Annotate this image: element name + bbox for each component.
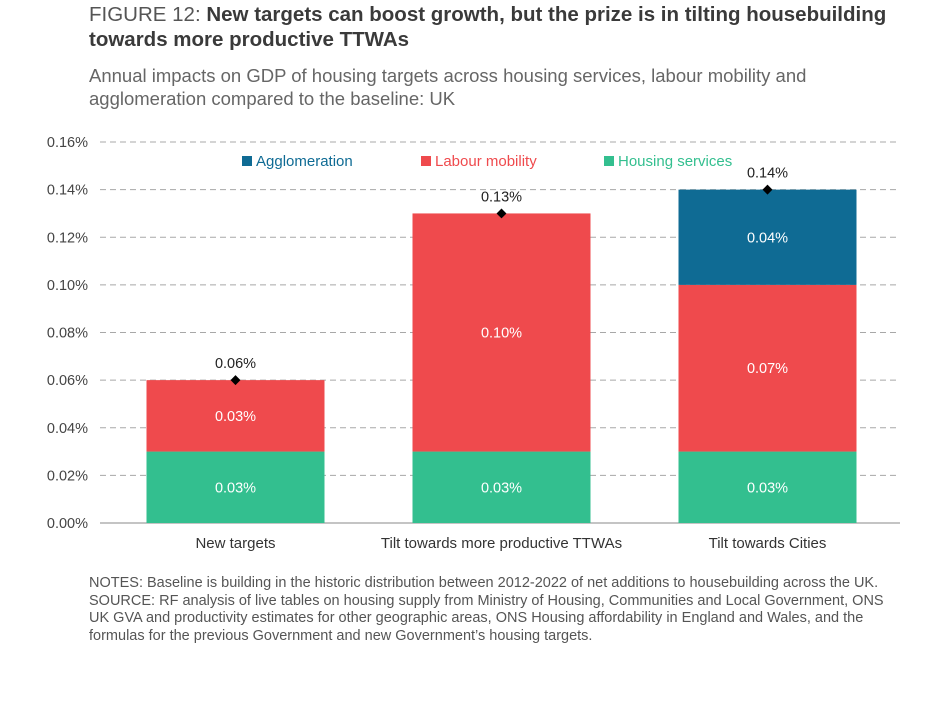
total-marker bbox=[496, 208, 507, 219]
source-text: SOURCE: RF analysis of live tables on ho… bbox=[89, 592, 884, 644]
stacked-bar-chart: 0.00% 0.02% 0.04% 0.06% 0.08% 0.10% 0.12% 0.14%… bbox=[47, 135, 900, 552]
segment-value-label: 0.04% bbox=[747, 230, 788, 246]
bar-segment-agglomeration bbox=[678, 189, 857, 285]
total-value-label: 0.13% bbox=[481, 189, 522, 205]
legend-swatch bbox=[604, 156, 614, 166]
total-marker bbox=[230, 375, 241, 386]
notes-text: NOTES: Baseline is building in the histo… bbox=[89, 575, 879, 591]
segment-value-label: 0.10% bbox=[481, 326, 522, 342]
legend-label: Agglomeration bbox=[256, 153, 353, 170]
legend-label: Labour mobility bbox=[435, 153, 537, 170]
segment-value-label: 0.03% bbox=[215, 480, 256, 496]
y-tick-label: 0.10% bbox=[47, 278, 88, 294]
x-category-label: Tilt towards Cities bbox=[709, 535, 827, 552]
segment-value-label: 0.03% bbox=[215, 409, 256, 425]
y-tick-label: 0.08% bbox=[47, 326, 88, 342]
segment-value-label: 0.07% bbox=[747, 361, 788, 377]
bar-segment-housing-services bbox=[412, 451, 591, 523]
bar-segment-housing-services bbox=[678, 451, 857, 523]
x-category-label: Tilt towards more productive TTWAs bbox=[381, 535, 622, 552]
y-tick-label: 0.14% bbox=[47, 183, 88, 199]
bar-segment-labour-mobility bbox=[146, 380, 325, 452]
figure-notes: NOTES: Baseline is building in the histo… bbox=[89, 575, 889, 645]
figure-subtitle: Annual impacts on GDP of housing targets… bbox=[89, 65, 807, 109]
total-value-label: 0.14% bbox=[747, 166, 788, 182]
y-tick-label: 0.12% bbox=[47, 230, 88, 246]
y-tick-label: 0.06% bbox=[47, 373, 88, 389]
y-tick-label: 0.02% bbox=[47, 468, 88, 484]
legend-label: Housing services bbox=[618, 153, 732, 170]
figure-title: FIGURE 12: New targets can boost growth,… bbox=[89, 2, 909, 52]
total-value-label: 0.06% bbox=[215, 356, 256, 372]
total-marker bbox=[762, 184, 773, 195]
y-tick-label: 0.00% bbox=[47, 516, 88, 532]
y-tick-label: 0.04% bbox=[47, 421, 88, 437]
bar-segment-labour-mobility bbox=[412, 213, 591, 452]
segment-value-label: 0.03% bbox=[747, 480, 788, 496]
figure-number: FIGURE 12: bbox=[89, 3, 207, 26]
y-tick-label: 0.16% bbox=[47, 135, 88, 151]
figure-headline: New targets can boost growth, but the pr… bbox=[89, 3, 887, 51]
legend-swatch bbox=[421, 156, 431, 166]
x-category-label: New targets bbox=[195, 535, 275, 552]
bar-segment-labour-mobility bbox=[678, 284, 857, 452]
legend-swatch bbox=[242, 156, 252, 166]
segment-value-label: 0.03% bbox=[481, 480, 522, 496]
bar-segment-housing-services bbox=[146, 451, 325, 523]
